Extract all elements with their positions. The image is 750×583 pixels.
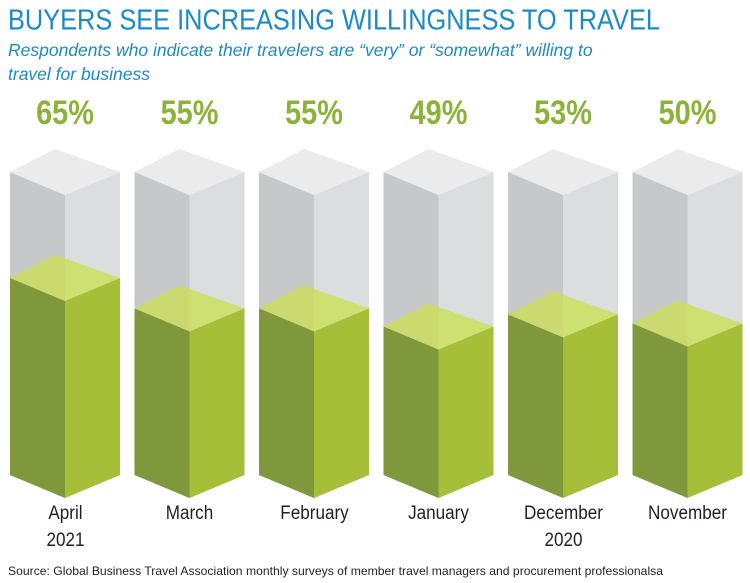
- value-label: 49%: [410, 93, 468, 132]
- bar-top: [383, 303, 494, 350]
- bar-left: [259, 308, 314, 498]
- category-label: November: [648, 503, 727, 524]
- bar-left: [383, 326, 439, 498]
- bar-top: [259, 285, 369, 332]
- box-top: [508, 149, 618, 195]
- value-label: 53%: [534, 93, 592, 132]
- bar: [10, 255, 120, 498]
- bar-top: [508, 291, 618, 338]
- value-label: 50%: [659, 93, 717, 132]
- box-top: [259, 149, 369, 195]
- bar-right: [563, 314, 618, 498]
- bar-left: [632, 323, 688, 498]
- bar-right: [687, 323, 743, 498]
- source: Source: Global Business Travel Associati…: [8, 564, 663, 578]
- value-label: 55%: [285, 93, 343, 132]
- bar-right: [65, 278, 120, 498]
- bar-top: [632, 300, 743, 347]
- category-label: February: [279, 503, 349, 524]
- bar: [259, 285, 369, 498]
- bar-right: [438, 326, 494, 498]
- category-label: December 2020: [523, 503, 603, 551]
- value-label: 65%: [36, 93, 94, 132]
- bar: [508, 291, 618, 498]
- box-top: [134, 149, 245, 195]
- box-top: [10, 149, 120, 195]
- box-top: [383, 149, 494, 195]
- bar-top: [10, 255, 120, 302]
- bar-right: [314, 308, 369, 498]
- box-top: [632, 149, 743, 195]
- category-label: January: [408, 503, 469, 524]
- bar: [134, 285, 245, 498]
- bar-left: [10, 278, 65, 498]
- bar-top: [134, 285, 245, 332]
- category-label: April 2021: [45, 503, 85, 551]
- bar: [383, 303, 494, 498]
- chart-title: BUYERS SEE INCREASING WILLINGNESS TO TRA…: [8, 5, 660, 37]
- bar: [632, 300, 743, 498]
- bar-right: [189, 308, 245, 498]
- value-label: 55%: [161, 93, 219, 132]
- category-label: March: [165, 503, 214, 524]
- subtitle-box: Respondents who indicate their travelers…: [8, 40, 593, 84]
- bar-left: [134, 308, 190, 498]
- bar-left: [508, 314, 563, 498]
- chart-subtitle: Respondents who indicate their travelers…: [8, 40, 593, 84]
